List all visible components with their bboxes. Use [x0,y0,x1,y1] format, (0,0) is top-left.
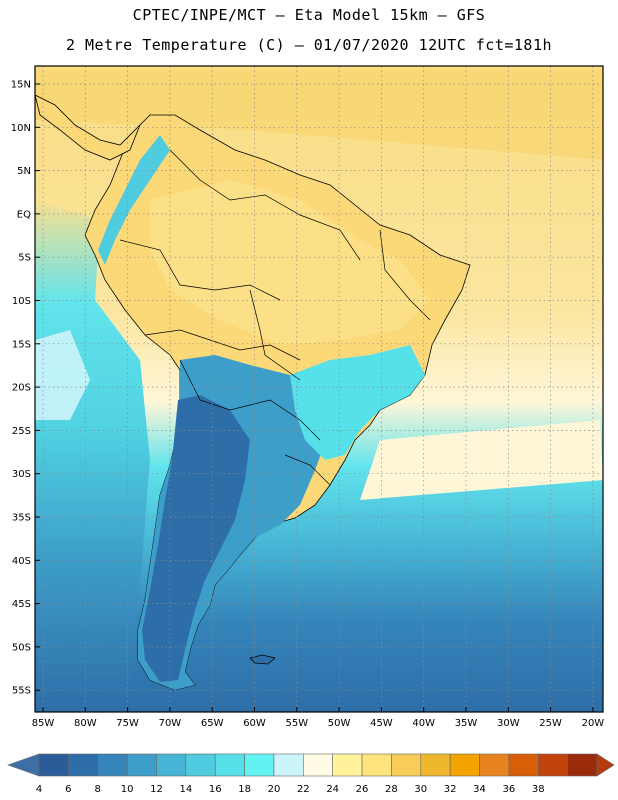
lon-tick-label: 20W [582,718,605,729]
legend-swatch [185,753,216,777]
legend-tick-label: 34 [473,784,486,795]
legend-tick-label: 22 [297,784,310,795]
lat-tick-label: 10N [11,123,31,134]
legend-swatch [449,753,480,777]
lat-tick-label: 10S [12,296,31,307]
lon-tick-label: 40W [412,718,435,729]
legend-swatch [273,753,304,777]
lon-tick-label: 70W [159,718,182,729]
lon-tick-label: 50W [328,718,351,729]
legend-tick-label: 20 [268,784,281,795]
legend-swatch [479,753,510,777]
legend-swatch [508,753,539,777]
caribbean-warm-band [35,70,603,160]
legend-tick-label: 14 [179,784,192,795]
legend-tick-label: 30 [414,784,427,795]
lon-tick-label: 25W [539,718,562,729]
legend-tick-label: 6 [65,784,71,795]
axis-ticks: 15N 10N 5N EQ 5S 10S 15S 20S 25S 30S 35S 40S 45S 50S 5… [11,80,605,730]
lat-tick-label: 55S [12,686,31,697]
legend-swatch [126,753,157,777]
lat-tick-label: 5S [18,253,31,264]
legend-swatch [244,753,275,777]
legend-under-arrow [7,753,40,777]
lat-tick-label: 30S [12,469,31,480]
lon-tick-label: 65W [201,718,224,729]
legend-swatch [38,753,69,777]
lon-tick-label: 55W [285,718,308,729]
lon-tick-label: 35W [455,718,478,729]
lat-tick-label: 15S [12,339,31,350]
legend-tick-label: 26 [356,784,369,795]
lon-tick-label: 85W [32,718,55,729]
lon-tick-label: 80W [74,718,97,729]
lat-tick-label: EQ [17,209,31,220]
chart-title-line-1: CPTEC/INPE/MCT – Eta Model 15km – GFS [132,6,486,24]
color-legend: 4 6 8 10 12 14 16 18 20 22 24 26 28 30 32 34 36 38 [7,753,615,795]
lon-tick-label: 75W [116,718,139,729]
lat-tick-label: 35S [12,513,31,524]
legend-tick-label: 24 [326,784,339,795]
legend-tick-label: 12 [150,784,163,795]
legend-swatch [97,753,128,777]
lat-tick-label: 20S [12,383,31,394]
map-frame [34,65,604,713]
legend-swatch [537,753,568,777]
legend-swatch [332,753,363,777]
lat-tick-label: 25S [12,426,31,437]
lat-tick-label: 5N [17,166,31,177]
legend-swatch [68,753,99,777]
legend-swatch [567,753,598,777]
legend-tick-label: 16 [209,784,222,795]
legend-tick-label: 38 [532,784,545,795]
lon-tick-label: 30W [497,718,520,729]
lon-tick-label: 60W [243,718,266,729]
ocean-warm-patch [360,420,603,500]
lon-tick-label: 45W [370,718,393,729]
andes-north-cool [98,135,170,265]
legend-swatch [361,753,392,777]
legend-tick-label: 4 [36,784,42,795]
cold-andes-patagonia [142,395,250,682]
lat-tick-label: 15N [11,80,31,91]
mild-southeast-brazil [290,345,425,460]
country-borders [119,149,431,486]
legend-tick-label: 28 [385,784,398,795]
legend-tick-label: 18 [238,784,251,795]
amazon-warm-core [150,180,430,345]
legend-over-arrow [596,753,615,777]
map-field [35,66,603,712]
ocean-field-west [35,200,150,712]
ocean-cool-patch [35,330,90,420]
legend-swatch [303,753,333,777]
legend-swatch [214,753,245,777]
map-gridlines [35,66,603,712]
falkland-islands [249,654,276,665]
legend-tick-label: 32 [444,784,457,795]
legend-tick-label: 10 [121,784,134,795]
lat-tick-label: 45S [12,599,31,610]
lat-tick-label: 50S [12,642,31,653]
central-america-land [35,94,141,161]
lat-tick-label: 40S [12,556,31,567]
legend-tick-label: 8 [95,784,101,795]
chart-title-line-2: 2 Metre Temperature (C) – 01/07/2020 12U… [65,36,553,54]
legend-swatch [391,753,422,777]
legend-swatch [156,753,187,777]
legend-swatch [420,753,451,777]
legend-tick-label: 36 [503,784,516,795]
